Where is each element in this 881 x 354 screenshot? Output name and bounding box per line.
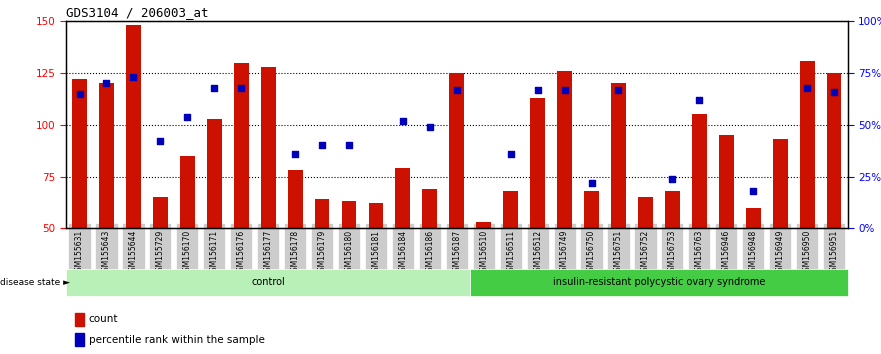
Bar [153, 197, 167, 228]
Bar [800, 61, 815, 228]
Point [181, 114, 195, 119]
Bar [315, 199, 329, 228]
Point [207, 85, 221, 90]
Bar [692, 114, 707, 228]
Bar [470, 269, 848, 296]
Point [530, 87, 544, 92]
Point [315, 143, 329, 148]
Point [611, 87, 626, 92]
Point [72, 91, 86, 97]
Bar [180, 156, 195, 228]
Bar [288, 170, 302, 228]
Text: disease state ►: disease state ► [0, 278, 70, 287]
Text: percentile rank within the sample: percentile rank within the sample [89, 335, 264, 345]
Point [288, 151, 302, 156]
Point [100, 81, 114, 86]
Bar [396, 168, 411, 228]
Bar [207, 119, 222, 228]
Text: GDS3104 / 206003_at: GDS3104 / 206003_at [66, 6, 209, 19]
Bar [611, 84, 626, 228]
Point [126, 74, 140, 80]
Point [584, 180, 598, 185]
Point [558, 87, 572, 92]
Bar [826, 73, 841, 228]
Point [827, 89, 841, 95]
Bar [638, 197, 653, 228]
Text: count: count [89, 314, 118, 325]
Point [449, 87, 463, 92]
Bar [584, 191, 599, 228]
Bar [66, 269, 470, 296]
Bar [75, 313, 84, 326]
Point [423, 124, 437, 130]
Bar [530, 98, 545, 228]
Point [665, 176, 679, 182]
Bar [423, 189, 437, 228]
Bar [72, 79, 87, 228]
Point [396, 118, 410, 124]
Bar [477, 222, 491, 228]
Bar [449, 73, 464, 228]
Point [153, 138, 167, 144]
Bar [233, 63, 248, 228]
Bar [342, 201, 357, 228]
Bar [503, 191, 518, 228]
Point [692, 97, 707, 103]
Text: insulin-resistant polycystic ovary syndrome: insulin-resistant polycystic ovary syndr… [552, 277, 765, 287]
Bar [75, 333, 84, 346]
Bar [99, 84, 114, 228]
Text: control: control [251, 277, 285, 287]
Bar [746, 207, 760, 228]
Point [800, 85, 814, 90]
Bar [773, 139, 788, 228]
Point [342, 143, 356, 148]
Bar [368, 204, 383, 228]
Point [746, 188, 760, 194]
Point [234, 85, 248, 90]
Bar [261, 67, 276, 228]
Bar [665, 191, 680, 228]
Bar [557, 71, 572, 228]
Bar [719, 135, 734, 228]
Bar [126, 25, 141, 228]
Point [504, 151, 518, 156]
